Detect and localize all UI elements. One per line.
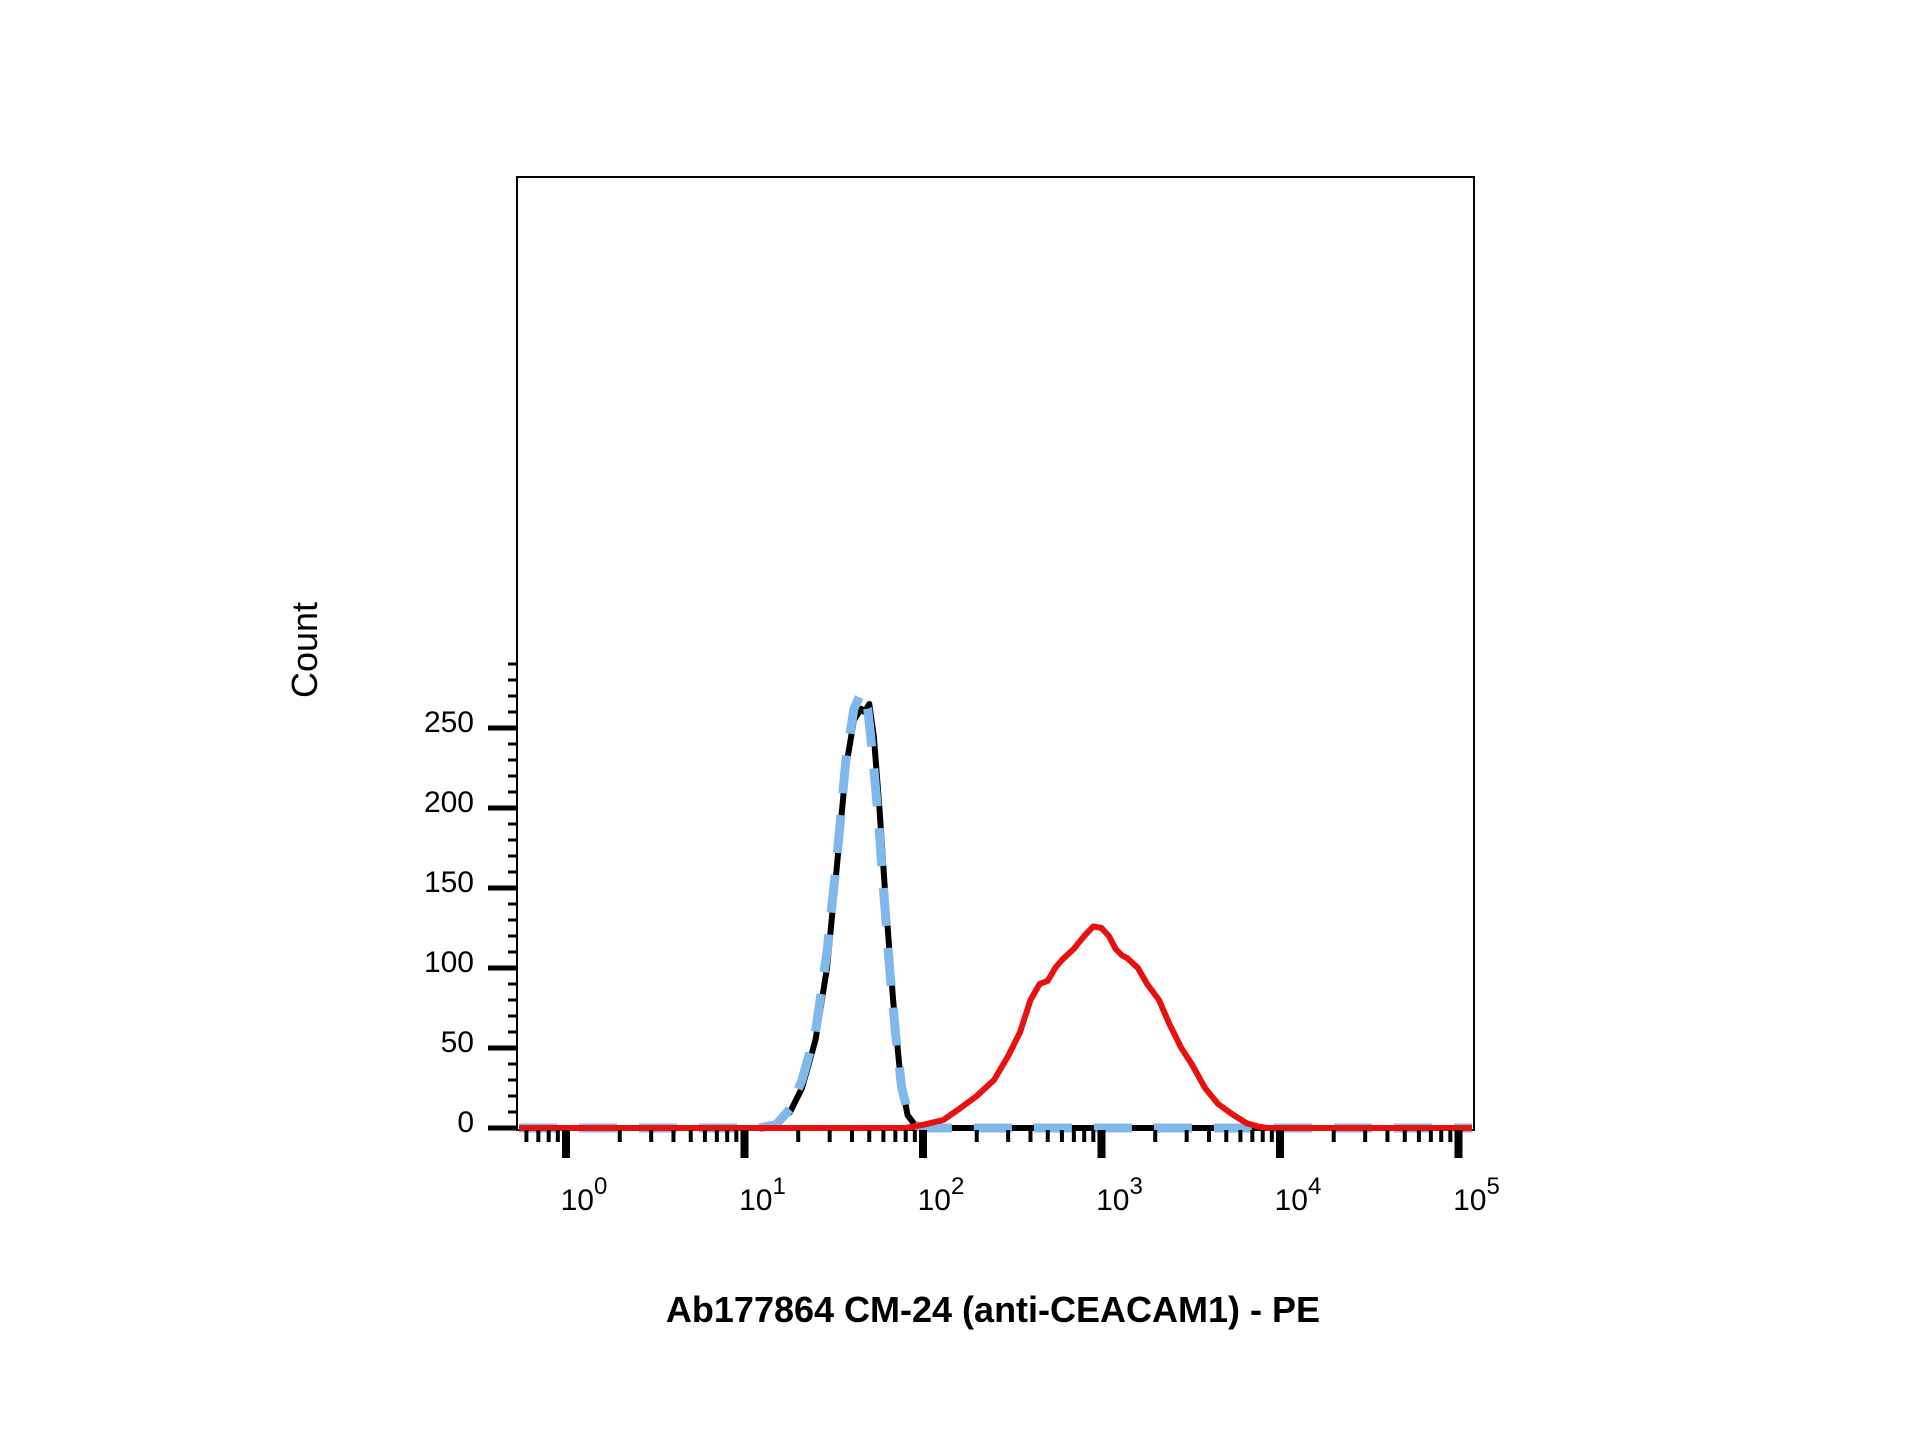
y-axis: 0 50 100 150 200 250 — [424, 662, 517, 1139]
x-tick-label: 100 — [561, 1173, 608, 1217]
x-tick-label: 103 — [1096, 1173, 1143, 1217]
series-line-3 — [519, 923, 1472, 1131]
x-tick-label: 102 — [918, 1173, 965, 1217]
x-tick-label-base: 10 — [739, 1184, 772, 1217]
x-tick-label-base: 10 — [1453, 1184, 1486, 1217]
x-tick-label-base: 10 — [1096, 1184, 1129, 1217]
x-tick-label-base: 10 — [1275, 1184, 1308, 1217]
y-tick-label: 150 — [424, 866, 474, 899]
x-tick-label-base: 10 — [561, 1184, 594, 1217]
x-tick-label-exponent: 5 — [1487, 1173, 1500, 1200]
x-axis: 100 101 102 103 104 105 — [524, 1130, 1500, 1217]
x-tick-label-exponent: 3 — [1130, 1173, 1143, 1200]
x-tick-label-exponent: 4 — [1308, 1173, 1321, 1200]
series-line-1 — [519, 701, 1472, 1131]
y-tick-label: 100 — [424, 946, 474, 979]
y-tick-label: 0 — [457, 1106, 474, 1139]
x-tick-label-base: 10 — [918, 1184, 951, 1217]
x-tick-label-exponent: 0 — [594, 1173, 607, 1200]
x-tick-label-exponent: 2 — [951, 1173, 964, 1200]
x-tick-label: 105 — [1453, 1173, 1500, 1217]
plot-frame — [516, 176, 1475, 1131]
y-axis-title: Count — [284, 602, 325, 698]
y-tick-label: 50 — [441, 1026, 474, 1059]
series-line-2 — [519, 688, 1472, 1133]
x-axis-title: Ab177864 CM-24 (anti-CEACAM1) - PE — [666, 1289, 1320, 1330]
series-layer — [519, 688, 1472, 1133]
x-tick-label: 104 — [1275, 1173, 1322, 1217]
y-tick-label: 200 — [424, 786, 474, 819]
x-tick-label: 101 — [739, 1173, 786, 1217]
y-tick-label: 250 — [424, 706, 474, 739]
x-tick-label-exponent: 1 — [773, 1173, 786, 1200]
